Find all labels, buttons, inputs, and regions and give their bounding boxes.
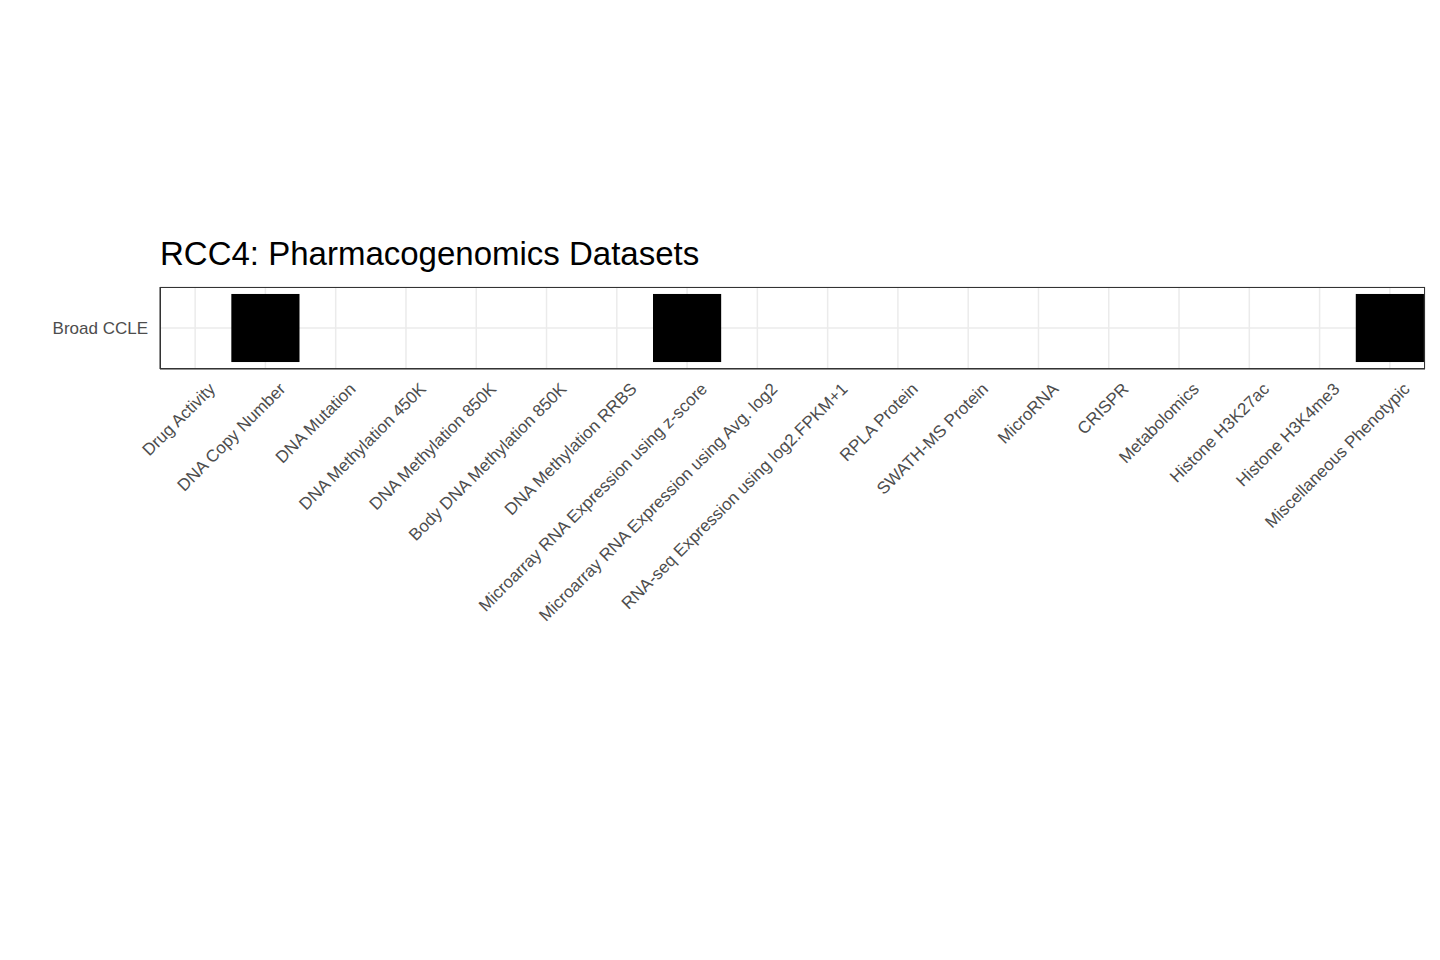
svg-text:Microarray RNA Expression usin: Microarray RNA Expression using z-score [475, 379, 711, 616]
svg-text:Histone H3K27ac: Histone H3K27ac [1166, 379, 1274, 487]
svg-text:Body DNA Methylation 850K: Body DNA Methylation 850K [405, 379, 571, 545]
svg-text:RNA-seq Expression using log2.: RNA-seq Expression using log2.FPKM+1 [618, 379, 852, 613]
svg-text:Microarray RNA Expression usin: Microarray RNA Expression using Avg. log… [535, 379, 781, 625]
svg-text:DNA Methylation RRBS: DNA Methylation RRBS [501, 379, 641, 519]
svg-text:Drug Activity: Drug Activity [138, 379, 219, 460]
svg-text:Miscellaneous Phenotypic: Miscellaneous Phenotypic [1261, 379, 1414, 532]
svg-text:Histone H3K4me3: Histone H3K4me3 [1232, 379, 1344, 491]
svg-text:DNA Mutation: DNA Mutation [271, 379, 360, 467]
svg-text:DNA Methylation 450K: DNA Methylation 450K [295, 379, 430, 514]
html-text:RCC4: Pharmacogenomics Dataset: RCC4: Pharmacogenomics Datasets [160, 235, 700, 272]
svg-text:Metabolomics: Metabolomics [1115, 379, 1203, 467]
svg-text:SWATH-MS Protein: SWATH-MS Protein [873, 379, 992, 498]
svg-text:RPLA Protein: RPLA Protein [836, 379, 922, 465]
svg-text:DNA Copy Number: DNA Copy Number [174, 379, 290, 495]
svg-text:MicroRNA: MicroRNA [994, 379, 1063, 448]
svg-text:CRISPR: CRISPR [1074, 379, 1133, 438]
svg-text:Broad CCLE: Broad CCLE [53, 319, 148, 338]
svg-text:DNA Methylation 850K: DNA Methylation 850K [366, 379, 501, 514]
